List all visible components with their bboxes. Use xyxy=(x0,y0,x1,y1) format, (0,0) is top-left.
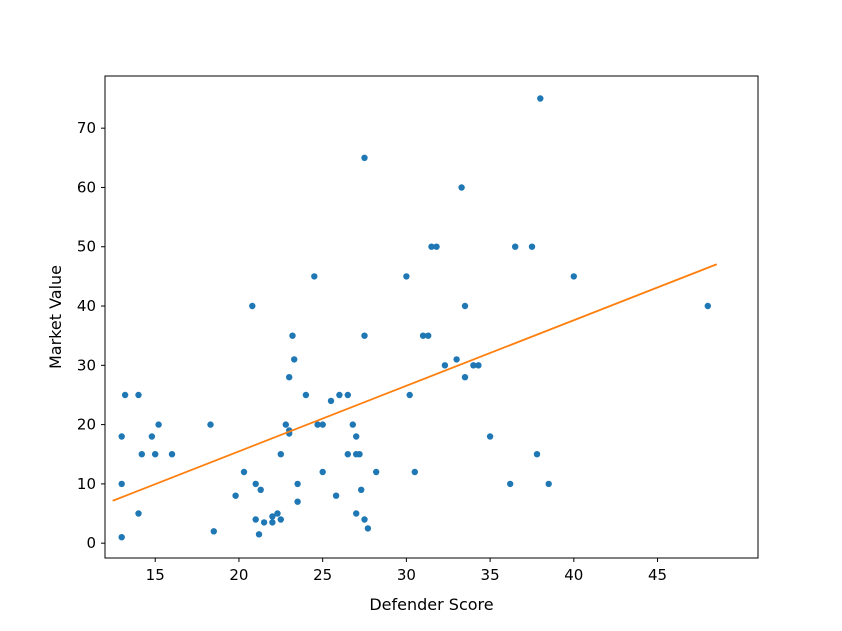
data-point xyxy=(486,433,494,440)
data-point xyxy=(361,154,368,161)
y-tick-label: 0 xyxy=(86,534,96,552)
y-tick-label: 70 xyxy=(77,119,96,137)
data-point xyxy=(356,451,363,458)
data-point xyxy=(441,362,449,369)
data-point xyxy=(294,480,301,488)
data-point xyxy=(277,516,284,523)
data-point xyxy=(361,332,368,339)
data-point xyxy=(274,510,281,517)
data-point xyxy=(425,332,432,339)
y-tick-label: 50 xyxy=(77,238,96,256)
data-point xyxy=(311,273,318,280)
data-point xyxy=(314,421,321,428)
data-point xyxy=(453,356,460,363)
x-tick-label: 30 xyxy=(397,566,416,584)
x-tick-label: 25 xyxy=(313,566,332,584)
data-point xyxy=(403,273,410,280)
data-point xyxy=(257,486,264,493)
data-point xyxy=(282,421,289,428)
data-point xyxy=(277,451,284,458)
data-point xyxy=(118,480,125,488)
data-point xyxy=(152,451,159,458)
data-point xyxy=(704,302,711,310)
data-point xyxy=(406,391,413,399)
data-point xyxy=(411,468,418,476)
data-point xyxy=(358,486,365,493)
data-point xyxy=(458,184,465,191)
x-tick-label: 20 xyxy=(229,566,248,584)
data-point xyxy=(118,534,125,541)
data-point xyxy=(260,519,268,526)
x-tick-label: 35 xyxy=(481,566,500,584)
data-point xyxy=(433,243,440,250)
data-point xyxy=(294,498,301,505)
x-axis-label: Defender Score xyxy=(369,595,494,614)
data-point xyxy=(327,397,335,405)
data-point xyxy=(121,391,129,399)
data-point xyxy=(332,492,340,499)
data-point xyxy=(168,451,176,458)
y-tick-label: 60 xyxy=(77,178,96,196)
x-tick-label: 45 xyxy=(648,566,667,584)
data-point xyxy=(138,451,145,458)
data-point xyxy=(302,391,310,399)
data-point xyxy=(470,362,477,369)
data-point xyxy=(289,332,296,339)
y-tick-label: 20 xyxy=(77,416,96,434)
data-point xyxy=(349,421,356,428)
data-point xyxy=(210,528,217,535)
data-point xyxy=(269,519,276,526)
y-tick-label: 30 xyxy=(77,356,96,374)
plot-border xyxy=(104,75,759,559)
data-point xyxy=(319,421,326,428)
data-point xyxy=(249,302,256,310)
trend-line xyxy=(112,263,717,502)
data-point xyxy=(353,510,360,517)
data-point xyxy=(135,510,142,517)
data-point xyxy=(336,391,343,399)
data-point xyxy=(461,302,469,310)
data-point xyxy=(545,480,552,488)
data-point xyxy=(419,332,427,339)
data-point xyxy=(528,243,536,250)
data-point xyxy=(537,95,544,102)
data-point xyxy=(373,468,380,476)
data-point xyxy=(155,421,162,428)
data-point xyxy=(428,243,435,250)
data-point xyxy=(252,480,259,488)
data-point xyxy=(118,433,125,440)
data-point xyxy=(353,433,360,440)
data-point xyxy=(135,391,142,399)
data-point xyxy=(232,492,239,499)
data-point xyxy=(255,531,263,538)
data-point xyxy=(291,356,298,363)
y-axis-label: Market Value xyxy=(46,264,65,370)
data-point xyxy=(207,421,214,428)
data-point xyxy=(512,243,519,250)
data-point xyxy=(252,516,259,523)
data-point xyxy=(570,273,577,280)
data-point xyxy=(344,391,351,399)
y-tick-label: 10 xyxy=(77,475,96,493)
data-point xyxy=(148,433,156,440)
x-tick-label: 40 xyxy=(564,566,583,584)
data-point xyxy=(361,516,368,523)
data-point xyxy=(475,362,482,369)
x-tick-label: 15 xyxy=(146,566,165,584)
data-point xyxy=(507,480,514,488)
data-point xyxy=(461,374,469,381)
data-point xyxy=(533,451,541,458)
y-tick-label: 40 xyxy=(77,297,96,315)
data-point xyxy=(240,468,248,476)
data-point xyxy=(364,525,372,532)
data-point xyxy=(269,513,276,520)
data-point xyxy=(286,374,293,381)
data-point xyxy=(344,451,351,458)
data-point xyxy=(319,468,326,476)
